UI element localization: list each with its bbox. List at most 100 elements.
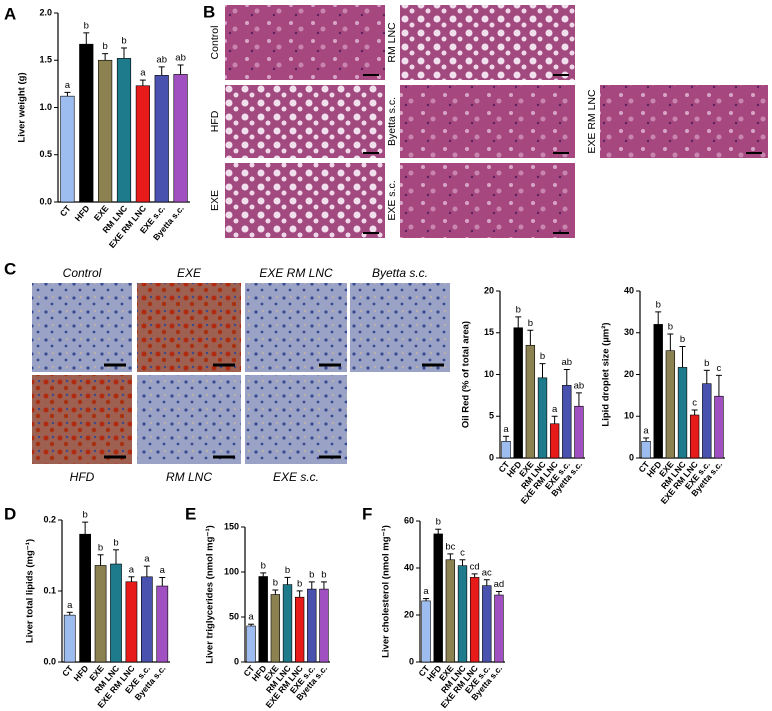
bar [574, 405, 584, 459]
panel-label: E [185, 504, 196, 523]
y-tick-label: 0.0 [43, 656, 56, 666]
y-tick-label: 5 [489, 411, 494, 421]
significance-letter: a [67, 600, 73, 611]
y-tick-label: 10 [484, 369, 494, 379]
y-tick-label: 1.5 [39, 55, 52, 65]
y-axis-label: Liver cholesterol (nmol mg⁻¹) [381, 525, 392, 658]
image-label: HFD [70, 470, 95, 484]
y-tick-label: 0 [409, 656, 414, 666]
significance-letter: b [285, 565, 290, 576]
histology-image [225, 85, 385, 158]
image-label: RM LNC [386, 22, 398, 63]
significance-letter: bc [445, 541, 455, 552]
y-tick-label: 40 [404, 562, 414, 572]
bar [79, 533, 91, 663]
significance-letter: b [528, 318, 533, 329]
y-tick-label: 60 [404, 515, 414, 525]
bar [457, 565, 468, 663]
histology-image [400, 5, 575, 80]
histology-image [245, 283, 347, 372]
histology-image [600, 85, 768, 158]
significance-letter: c [692, 398, 697, 409]
image-label: EXE RM LNC [259, 266, 333, 280]
bar [702, 383, 712, 459]
y-tick-label: 0.0 [39, 196, 52, 206]
significance-letter: b [540, 351, 545, 362]
significance-letter: a [643, 425, 649, 436]
significance-letter: b [516, 304, 521, 315]
panel-label: C [4, 259, 16, 278]
significance-letter: a [65, 80, 71, 91]
image-label: EXE [209, 190, 221, 211]
y-tick-label: 100 [224, 566, 239, 576]
bar [319, 588, 329, 663]
bar [482, 585, 492, 663]
y-tick-label: 1.0 [39, 102, 52, 112]
significance-letter: c [460, 547, 465, 558]
y-tick-label: 20 [624, 369, 634, 379]
image-label: Byetta s.c. [372, 266, 428, 280]
significance-letter: ab [574, 380, 585, 391]
bar [677, 367, 688, 459]
bar [494, 594, 504, 663]
bar [537, 377, 548, 459]
bar [63, 614, 76, 663]
image-label: Control [209, 26, 221, 60]
bar [270, 594, 281, 663]
bar [94, 565, 107, 663]
y-tick-label: 0 [629, 452, 634, 462]
significance-letter: ad [494, 579, 505, 590]
bar [258, 576, 268, 663]
significance-letter: b [98, 542, 103, 553]
histology-image [400, 85, 575, 158]
significance-letter: ab [175, 52, 186, 63]
bar [714, 395, 724, 459]
significance-letter: a [129, 564, 135, 575]
bar [525, 344, 536, 459]
panel-label: F [362, 504, 372, 523]
y-axis-label: Liver weight (g) [17, 72, 28, 142]
panel-label: A [4, 4, 16, 23]
bar [141, 576, 153, 663]
bar [173, 74, 188, 203]
image-label: HFD [209, 110, 221, 132]
x-tick-label: CT [58, 203, 73, 219]
histology-image [400, 163, 575, 238]
bar [689, 414, 700, 459]
bar [110, 563, 122, 663]
bar [549, 423, 560, 459]
significance-letter: b [82, 510, 87, 521]
panel-label: B [203, 2, 215, 21]
y-tick-label: 0.5 [39, 149, 52, 159]
y-axis-label: Liver total lipids (mg⁻¹) [25, 539, 36, 643]
significance-letter: a [160, 565, 166, 576]
y-tick-label: 20 [484, 285, 494, 295]
image-label: Control [63, 266, 102, 280]
significance-letter: b [261, 560, 266, 571]
significance-letter: a [248, 612, 254, 623]
panel-label: D [4, 504, 16, 523]
y-axis-label: Oil Red (% of total area) [461, 321, 472, 428]
y-tick-label: 20 [404, 609, 414, 619]
significance-letter: a [144, 554, 150, 565]
image-label: EXE s.c. [386, 180, 398, 220]
significance-letter: b [309, 569, 314, 580]
significance-letter: b [102, 41, 107, 52]
bar [501, 440, 511, 459]
significance-letter: b [297, 578, 302, 589]
histology-image [32, 283, 132, 372]
significance-letter: b [436, 517, 441, 528]
bar [653, 324, 663, 459]
histology-image [137, 375, 241, 464]
y-tick-label: 15 [484, 327, 494, 337]
bar [246, 625, 256, 663]
bar [665, 350, 676, 459]
y-tick-label: 50 [229, 611, 239, 621]
x-tick-label: HFD [71, 663, 90, 683]
bar [125, 581, 138, 663]
significance-letter: ab [156, 54, 167, 65]
y-tick-label: 2.0 [39, 7, 52, 17]
bar [116, 58, 132, 203]
